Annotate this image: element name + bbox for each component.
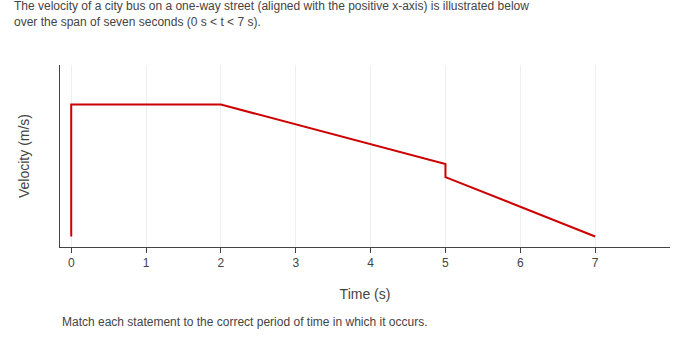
svg-text:Time (s): Time (s) bbox=[340, 286, 391, 302]
svg-text:The velocity of a city bus on: The velocity of a city bus on a one-way … bbox=[14, 0, 529, 29]
svg-text:0: 0 bbox=[68, 256, 75, 270]
svg-text:Velocity (m/s): Velocity (m/s) bbox=[16, 114, 32, 198]
svg-text:5: 5 bbox=[442, 256, 449, 270]
svg-text:6: 6 bbox=[517, 256, 524, 270]
svg-text:4: 4 bbox=[367, 256, 374, 270]
svg-text:2: 2 bbox=[218, 256, 225, 270]
svg-text:1: 1 bbox=[143, 256, 150, 270]
svg-text:7: 7 bbox=[592, 256, 599, 270]
svg-text:3: 3 bbox=[292, 256, 299, 270]
svg-text:Match each statement to the co: Match each statement to the correct peri… bbox=[62, 315, 428, 329]
